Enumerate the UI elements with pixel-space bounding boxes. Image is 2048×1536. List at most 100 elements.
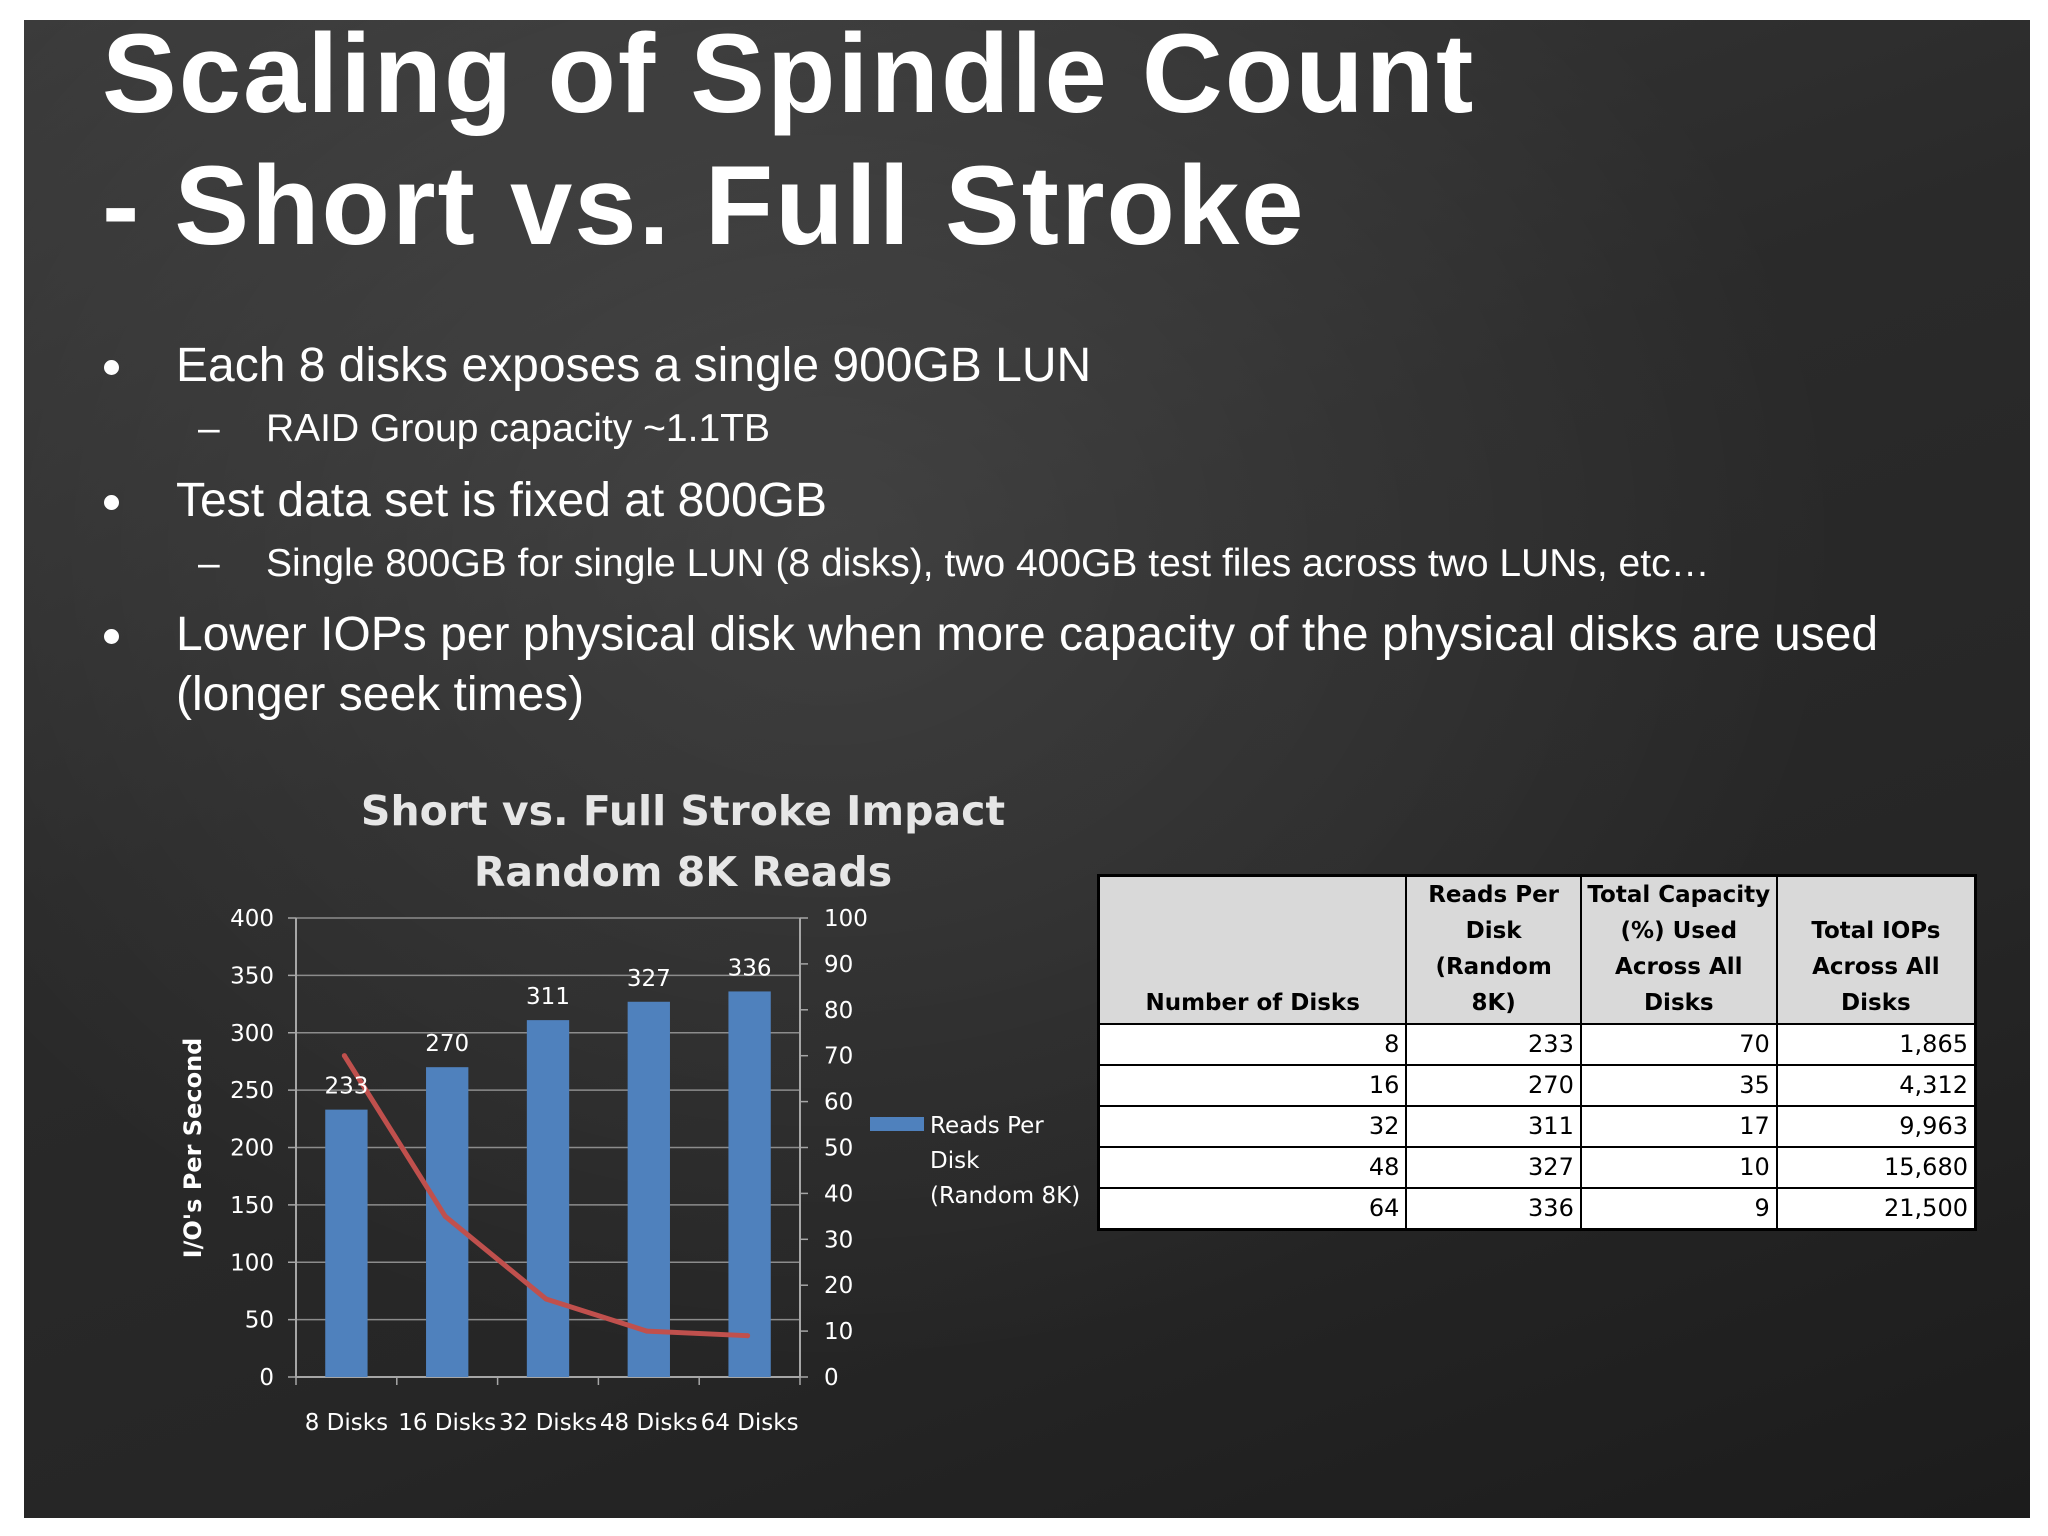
table-body: 8 233 70 1,865 16 270 35 4,312 32 311 17 9,963 48 327… [1097, 1023, 1977, 1231]
y2-tick-label: 50 [824, 1136, 853, 1162]
y-tick-label: 100 [230, 1250, 274, 1276]
table-row: 8 233 70 1,865 [1097, 1023, 1977, 1066]
line-point [341, 1053, 347, 1059]
sub-bullet-2-1: – Single 800GB for single LUN (8 disks),… [198, 540, 1710, 588]
table-header-line: Across All Disks [1812, 954, 1940, 1016]
bar [627, 1001, 670, 1377]
table-cell: 35 [1579, 1064, 1778, 1107]
bar [728, 991, 771, 1377]
bar-series [325, 991, 771, 1377]
title-line-1: Scaling of Spindle Count [102, 11, 1476, 136]
table-header-line: Total Capacity [1587, 882, 1771, 908]
legend-label: Disk [930, 1148, 980, 1174]
table-cell: 9 [1579, 1187, 1778, 1231]
sub-bullet-2-1-text: Single 800GB for single LUN (8 disks), t… [266, 542, 1710, 585]
sub-bullet-marker: – [198, 407, 220, 450]
table-header-line: Reads Per [1428, 882, 1560, 908]
y-tick-label: 150 [230, 1193, 274, 1219]
bullet-2-text: Test data set is fixed at 800GB [176, 474, 828, 527]
table-cell: 233 [1405, 1023, 1582, 1066]
table-cell: 9,963 [1775, 1105, 1977, 1148]
y2-tick-label: 30 [824, 1227, 853, 1253]
table-header-line: Number of Disks [1145, 990, 1360, 1016]
y2-tick-label: 0 [824, 1365, 839, 1391]
bar-data-label: 327 [627, 966, 671, 992]
y2-tick-label: 100 [824, 906, 868, 932]
legend-swatch [870, 1117, 924, 1131]
slide-title: Scaling of Spindle Count - Short vs. Ful… [102, 8, 1902, 272]
table-header-cell: Total Capacity (%) Used Across All Disks [1579, 874, 1778, 1025]
axes [288, 917, 808, 1385]
bullet-dot [104, 360, 119, 375]
y-tick-label: 200 [230, 1136, 274, 1162]
table-header-line: Disk (Random [1435, 918, 1552, 980]
table-cell: 17 [1579, 1105, 1778, 1148]
line-point [644, 1328, 650, 1334]
y-tick-label: 350 [230, 963, 274, 989]
table-cell: 32 [1097, 1105, 1408, 1148]
bar-data-label: 336 [728, 955, 772, 981]
table-row: 48 327 10 15,680 [1097, 1146, 1977, 1189]
table-header-line: (%) Used [1620, 918, 1738, 944]
table-cell: 10 [1579, 1146, 1778, 1189]
table-cell: 327 [1405, 1146, 1582, 1189]
table-header-cell: Total IOPs Across All Disks [1775, 874, 1977, 1025]
bar-data-label: 270 [425, 1031, 469, 1057]
table-header-line: 8K) [1471, 990, 1516, 1016]
table-row: 16 270 35 4,312 [1097, 1064, 1977, 1107]
line-point [442, 1213, 448, 1219]
table-cell: 4,312 [1775, 1064, 1977, 1107]
bullet-2: Test data set is fixed at 800GB [104, 471, 1956, 531]
table-cell: 15,680 [1775, 1146, 1977, 1189]
line-series [341, 1053, 751, 1339]
bullet-1-text: Each 8 disks exposes a single 900GB LUN [176, 339, 1092, 392]
sub-bullet-marker: – [198, 542, 220, 585]
bar [325, 1109, 368, 1377]
table-cell: 311 [1405, 1105, 1582, 1148]
y-tick-label: 400 [230, 906, 274, 932]
table-cell: 21,500 [1775, 1187, 1977, 1231]
line-point [745, 1333, 751, 1339]
bar-data-label: 233 [324, 1074, 368, 1100]
y2-tick-label: 10 [824, 1319, 853, 1345]
line-point [543, 1296, 549, 1302]
y2-tick-label: 20 [824, 1273, 853, 1299]
legend: Reads Per Disk (Random 8K) [870, 1113, 1080, 1209]
table-cell: 70 [1579, 1023, 1778, 1066]
bar [426, 1067, 469, 1377]
table-cell: 16 [1097, 1064, 1408, 1107]
x-tick-label: 64 Disks [701, 1410, 799, 1436]
x-tick-label: 8 Disks [305, 1410, 388, 1436]
table-cell: 48 [1097, 1146, 1408, 1189]
table-header-line: Across All Disks [1615, 954, 1743, 1016]
y-tick-label: 0 [259, 1365, 274, 1391]
bar [526, 1020, 570, 1377]
y2-tick-label: 70 [824, 1044, 853, 1070]
bullet-dot [104, 495, 119, 510]
x-tick-label: 16 Disks [398, 1410, 496, 1436]
x-tick-label: 48 Disks [600, 1410, 698, 1436]
legend-label: Reads Per [930, 1113, 1044, 1139]
table-header-cell: Reads Per Disk (Random 8K) [1405, 874, 1582, 1025]
title-line-2: - Short vs. Full Stroke [102, 143, 1306, 268]
bullet-3-text: Lower IOPs per physical disk when more c… [176, 608, 1879, 721]
table-cell: 270 [1405, 1064, 1582, 1107]
bullet-dot [104, 629, 119, 644]
sub-bullet-1-1: – RAID Group capacity ~1.1TB [198, 405, 770, 453]
bullet-3: Lower IOPs per physical disk when more c… [104, 605, 1916, 725]
chart-title-line-2: Random 8K Reads [474, 848, 892, 896]
y2-tick-label: 80 [824, 998, 853, 1024]
tick-labels: 0 50 100 150 200 250 300 350 400 0 10 20 30 40 50 60 70 8… [230, 906, 868, 1436]
table-cell: 336 [1405, 1187, 1582, 1231]
y2-tick-label: 40 [824, 1181, 853, 1207]
bar-data-label: 311 [526, 984, 570, 1010]
y2-tick-label: 60 [824, 1090, 853, 1116]
chart-title-line-1: Short vs. Full Stroke Impact [361, 787, 1005, 835]
table-header-cell: Number of Disks [1097, 874, 1408, 1025]
table-header-line: Total IOPs [1811, 918, 1941, 944]
legend-label: (Random 8K) [930, 1183, 1080, 1209]
y-axis-label: I/O's Per Second [179, 1038, 207, 1259]
y-tick-label: 50 [245, 1308, 274, 1334]
y2-tick-label: 90 [824, 952, 853, 978]
